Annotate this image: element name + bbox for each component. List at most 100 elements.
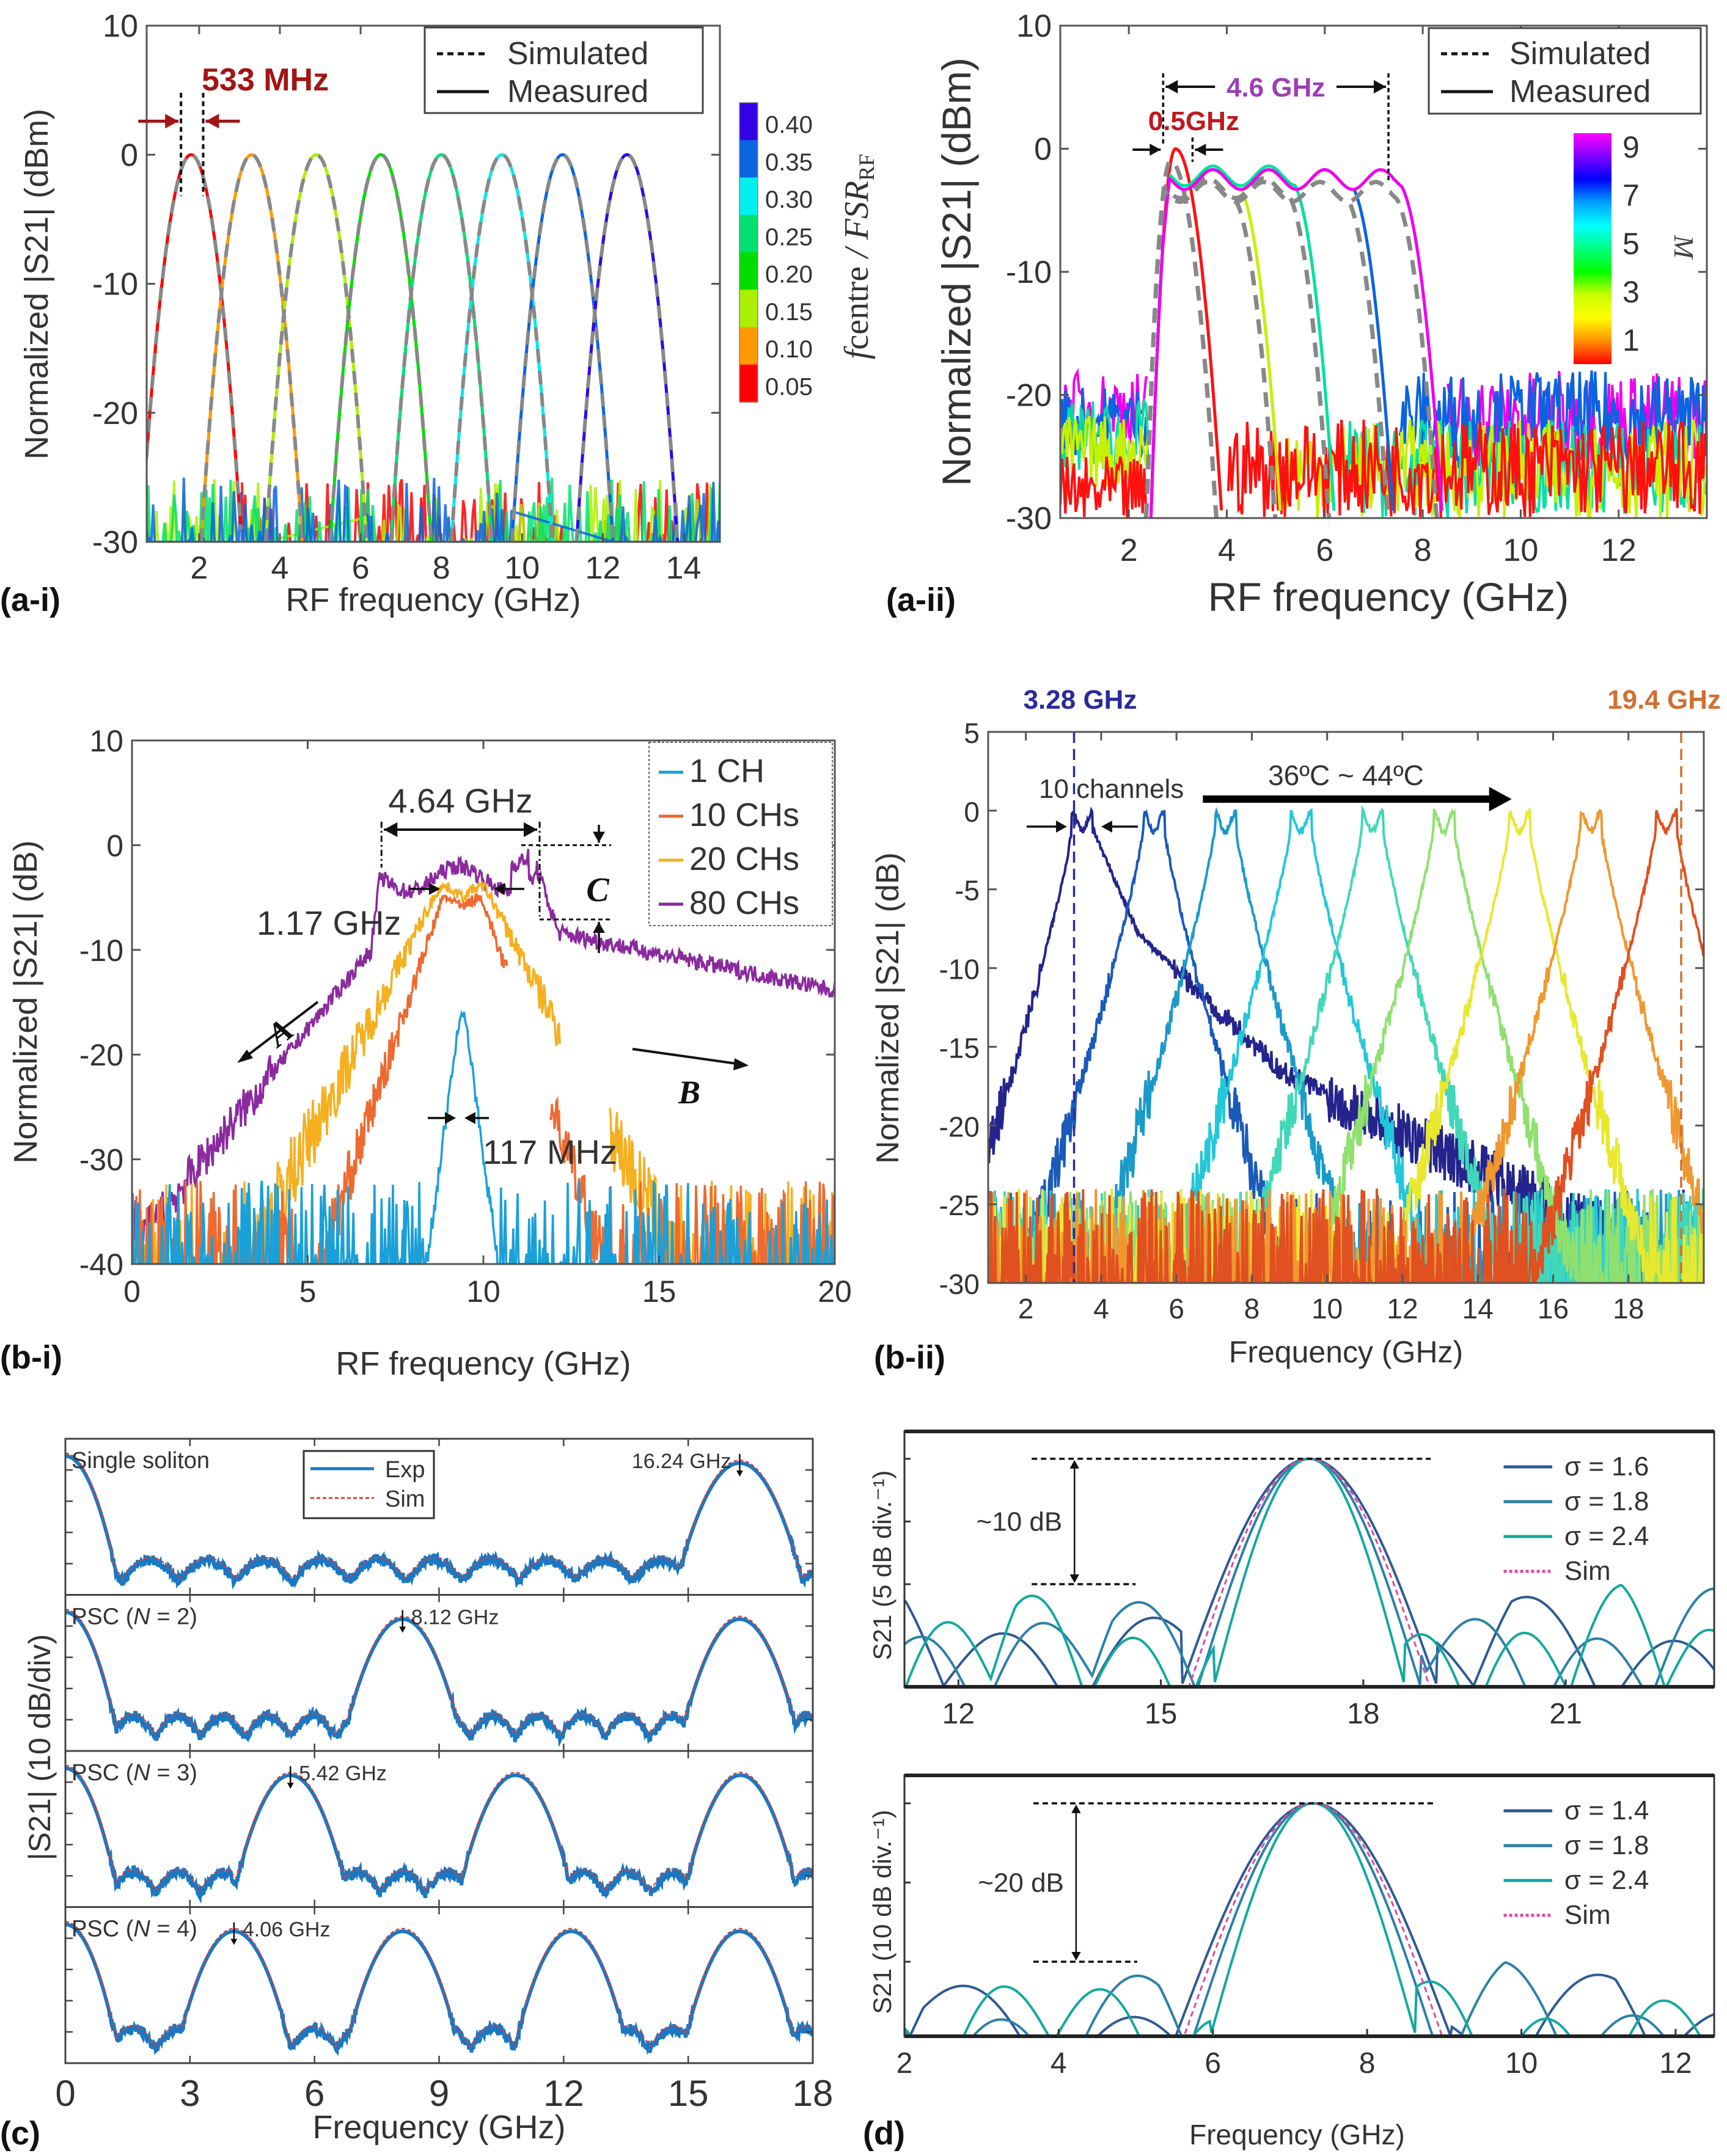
y-tick-label: -20 [92, 396, 138, 431]
arrow-head [287, 1783, 294, 1789]
y-tick-label: -30 [939, 1268, 980, 1300]
subplot-title: Single soliton [72, 1448, 210, 1474]
x-tick-label: 18 [793, 2073, 834, 2114]
colorbar-label: M [1668, 235, 1700, 260]
arrow-head [1071, 1952, 1081, 1960]
colorbar-label: fcentre / FSRRF [838, 154, 879, 359]
y-tick-label: -20 [1006, 378, 1052, 414]
x-tick-label: 12 [1387, 1293, 1418, 1325]
x-tick-label: 10 [1503, 533, 1539, 568]
x-tick-label: 3 [180, 2073, 200, 2114]
plot-area [132, 849, 835, 1264]
arrow-head [445, 1112, 456, 1124]
arrow-head [1071, 1804, 1081, 1813]
arrow-head [399, 1626, 406, 1633]
marker-label: 5.42 GHz [299, 1762, 387, 1785]
title-var: N [133, 1604, 150, 1630]
x-tick-label: 18 [1347, 1698, 1379, 1730]
measured-curve [389, 153, 494, 542]
legend-label: 10 CHs [689, 797, 799, 833]
measured-curve [199, 153, 304, 542]
plot-area [65, 1609, 813, 1748]
colorbar: 9 7 5 3 1 M [1574, 130, 1700, 364]
channel-curve-6 [988, 808, 1704, 1283]
x-tick-label: 8 [433, 550, 450, 586]
subplot-title: PSC (N = 4) [72, 1917, 197, 1942]
annotation-text: 1.17 GHz [257, 904, 402, 942]
marker-label: 8.12 GHz [411, 1606, 499, 1629]
title-post: = 3) [150, 1760, 197, 1786]
colorbar-tick-label: 0.25 [765, 224, 813, 250]
arrow-head [464, 1112, 475, 1124]
arrow-head [237, 1050, 253, 1063]
y-axis-label: Normalized |S21| (dBm) [18, 109, 55, 459]
colorbar-segment [739, 290, 758, 328]
colorbar-tick-label: 7 [1623, 178, 1640, 213]
arrow-line [240, 1001, 319, 1061]
x-tick-label: 2 [897, 2047, 913, 2080]
exp-curve [65, 1610, 813, 1748]
sim-curve [65, 1609, 813, 1736]
colorbar-segment [739, 177, 758, 216]
arrow-head [524, 822, 537, 838]
subplot-2: PSC (N = 3) 5.42 GHz [64, 1750, 814, 1908]
chart-a-i: 2 4 6 8 10 12 14 10 0 -10 -20 -30 RF frequency (GHz)… [0, 9, 879, 618]
x-tick-label: 0 [55, 2073, 75, 2114]
y-tick-label: -25 [939, 1189, 980, 1221]
x-tick-label: 12 [1659, 2047, 1692, 2080]
legend: σ = 1.6 σ = 1.8 σ = 2.4 Sim [1503, 1452, 1649, 1586]
x-tick-label: 15 [668, 2073, 709, 2114]
y-axis-label: Normalized |S21| (dBm) [934, 57, 979, 486]
legend-label: Sim [1564, 1900, 1611, 1930]
annotation-text: 10 channels [1039, 774, 1184, 804]
arrow-head [593, 922, 605, 933]
legend-label: σ = 1.8 [1564, 1486, 1649, 1516]
colorbar-tick-label: 0.40 [765, 112, 813, 139]
x-tick-label: 8 [1414, 533, 1432, 568]
x-tick-label: 6 [1168, 1293, 1184, 1325]
colorbar-tick-label: 0.05 [765, 373, 813, 400]
annotation-b: B [678, 1074, 700, 1111]
panel-label: (b-ii) [874, 1339, 945, 1376]
annotation-text: 0.5GHz [1148, 106, 1239, 136]
colorbar-segment [739, 364, 758, 403]
y-tick-label: -30 [92, 525, 138, 560]
legend: 1 CH 10 CHs 20 CHs 80 CHs [648, 742, 833, 926]
chart-d-top: 12 15 18 21 ~10 dB σ = 1.6 σ = 1.8 σ = 2.4 Sim S2… [868, 1430, 1715, 1730]
y-tick-label: 10 [1016, 9, 1052, 44]
y-tick-label: -10 [939, 954, 980, 985]
y-tick-label: -30 [79, 1143, 123, 1177]
plot-area [988, 805, 1704, 1283]
x-axis-label: RF frequency (GHz) [336, 1345, 631, 1382]
colorbar-frame [739, 102, 758, 403]
x-tick-label: 6 [1316, 533, 1333, 568]
x-tick-label: 8 [1359, 2047, 1376, 2080]
subplot-title: PSC (N = 3) [72, 1760, 197, 1786]
arrow-head [230, 1939, 238, 1945]
y-tick-label: -30 [1006, 501, 1052, 536]
exp-curve [65, 1454, 813, 1590]
measured-curve [329, 153, 433, 542]
noise-floor [1226, 419, 1707, 518]
arrow-head [1056, 820, 1067, 833]
y-tick-label: -5 [955, 875, 980, 907]
title-post: = 2) [150, 1604, 197, 1630]
colorbar-tick-label: 9 [1623, 130, 1640, 164]
colorbar-segment [739, 252, 758, 291]
channel-curve-8 [988, 808, 1704, 1283]
x-tick-label: 12 [585, 550, 621, 586]
x-axis-label: Frequency (GHz) [312, 2109, 565, 2146]
y-tick-label: 0 [120, 137, 138, 173]
y-tick-label: -10 [1006, 255, 1052, 290]
annotation-text: 36ºC ~ 44ºC [1268, 759, 1424, 791]
sim-curve [65, 1764, 813, 1891]
legend-label: Sim [1564, 1556, 1611, 1586]
y-axis-label: |S21| (10 dB/div) [23, 1634, 57, 1861]
level-annotation: ~20 dB [978, 1868, 1064, 1898]
series-curve-1 [549, 1095, 835, 1264]
colorbar-tick-label: 0.15 [765, 299, 813, 326]
measured-curve [575, 153, 680, 542]
x-tick-label: 10 [1505, 2047, 1538, 2080]
series-curve [132, 880, 561, 1264]
measured-curve [450, 153, 554, 542]
